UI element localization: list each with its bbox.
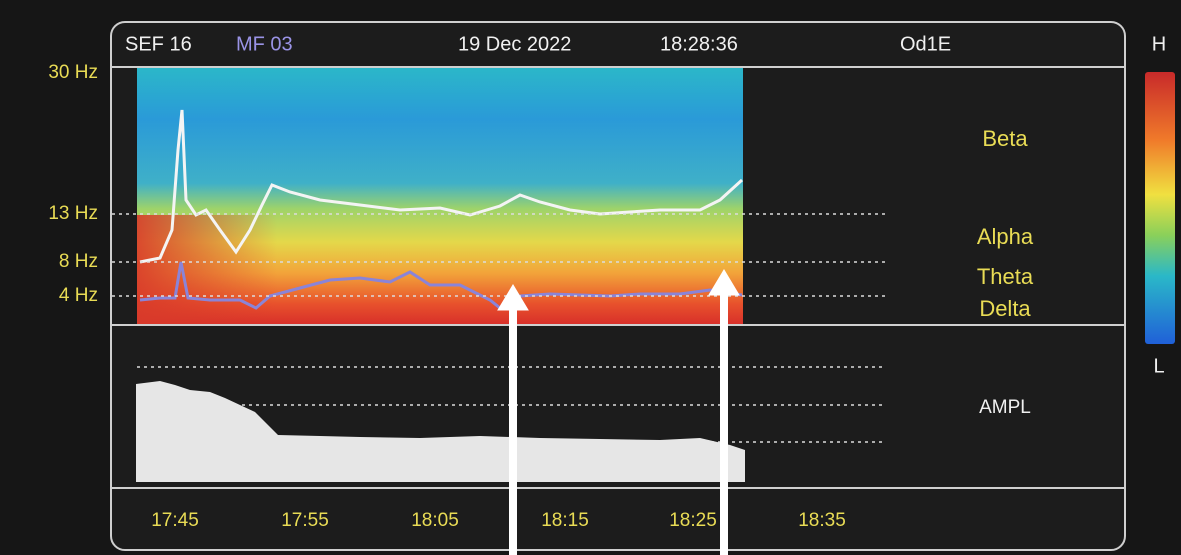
- clock: 18:28:36: [660, 33, 738, 55]
- frequency-label: 4 Hz: [59, 285, 98, 306]
- band-label: Theta: [977, 264, 1034, 289]
- frequency-label: 13 Hz: [48, 203, 98, 224]
- mf-label: MF 03: [236, 33, 293, 55]
- channel: Od1E: [900, 33, 951, 55]
- scale-low: L: [1153, 355, 1164, 377]
- time-label: 18:15: [541, 510, 589, 531]
- date: 19 Dec 2022: [458, 33, 571, 55]
- time-label: 18:35: [798, 510, 846, 531]
- scale-high: H: [1152, 33, 1166, 55]
- band-label: Alpha: [977, 224, 1034, 249]
- frequency-label: 30 Hz: [48, 62, 98, 83]
- band-label: Beta: [982, 126, 1028, 151]
- time-label: 18:25: [669, 510, 717, 531]
- sef-label: SEF 16: [125, 33, 192, 55]
- color-scale: [1145, 72, 1175, 344]
- band-label: Delta: [979, 296, 1031, 321]
- amplitude-label: AMPL: [979, 397, 1031, 418]
- time-label: 18:05: [411, 510, 459, 531]
- monitor-screen: SEF 16 MF 03 19 Dec 2022 18:28:36 Od1E 3…: [0, 0, 1181, 555]
- time-label: 17:55: [281, 510, 329, 531]
- frequency-label: 8 Hz: [59, 251, 98, 272]
- time-label: 17:45: [151, 510, 199, 531]
